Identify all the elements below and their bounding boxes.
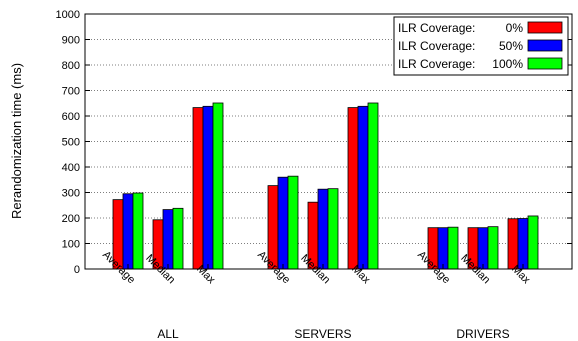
legend-label: ILR Coverage: bbox=[398, 57, 475, 71]
y-tick-label: 900 bbox=[62, 35, 80, 47]
y-tick-label: 700 bbox=[62, 86, 80, 98]
bar-servers-max-s0 bbox=[347, 107, 359, 270]
bar-drivers-median-s1 bbox=[477, 227, 489, 270]
legend-swatch bbox=[527, 21, 563, 34]
y-axis-title: Rerandomization time (ms) bbox=[9, 63, 24, 219]
group-label: SERVERS bbox=[294, 327, 351, 341]
bar-drivers-max-s0 bbox=[507, 218, 519, 270]
y-tick-label: 100 bbox=[62, 239, 80, 251]
y-tick-label: 600 bbox=[62, 111, 80, 123]
bar-servers-median-s2 bbox=[327, 188, 339, 270]
bar-servers-average-s1 bbox=[277, 176, 289, 270]
bar-servers-average-s2 bbox=[287, 175, 299, 270]
y-tick-label: 200 bbox=[62, 213, 80, 225]
group-label: DRIVERS bbox=[456, 327, 509, 341]
bar-drivers-max-s2 bbox=[527, 215, 539, 270]
bar-all-max-s2 bbox=[212, 102, 224, 270]
y-tick-label: 0 bbox=[74, 264, 80, 276]
y-tick-label: 1000 bbox=[56, 9, 80, 21]
bar-servers-median-s1 bbox=[317, 188, 329, 270]
bar-drivers-average-s1 bbox=[437, 227, 449, 270]
bar-drivers-max-s1 bbox=[517, 218, 529, 270]
bar-drivers-median-s2 bbox=[487, 226, 499, 270]
y-tick-label: 500 bbox=[62, 137, 80, 149]
y-tick-label: 400 bbox=[62, 162, 80, 174]
bars bbox=[112, 102, 539, 270]
legend-value: 0% bbox=[506, 21, 524, 35]
y-tick-label: 300 bbox=[62, 188, 80, 200]
y-tick-label: 800 bbox=[62, 60, 80, 72]
legend-value: 50% bbox=[499, 39, 523, 53]
legend-label: ILR Coverage: bbox=[398, 21, 475, 35]
bar-servers-max-s1 bbox=[357, 105, 369, 270]
legend-swatch bbox=[527, 39, 563, 52]
group-label: ALL bbox=[157, 327, 179, 341]
bar-servers-max-s2 bbox=[367, 102, 379, 270]
legend-label: ILR Coverage: bbox=[398, 39, 475, 53]
bar-all-average-s2 bbox=[132, 192, 144, 270]
legend-value: 100% bbox=[492, 57, 523, 71]
bar-drivers-average-s2 bbox=[447, 226, 459, 270]
bar-all-average-s1 bbox=[122, 193, 134, 270]
bar-all-median-s1 bbox=[162, 209, 174, 270]
bar-all-max-s1 bbox=[202, 105, 214, 270]
legend-swatch bbox=[527, 57, 563, 70]
legend: ILR Coverage: 0% ILR Coverage: 50% ILR Cover… bbox=[393, 16, 569, 76]
bar-all-median-s2 bbox=[172, 207, 184, 270]
bar-all-max-s0 bbox=[192, 107, 204, 270]
